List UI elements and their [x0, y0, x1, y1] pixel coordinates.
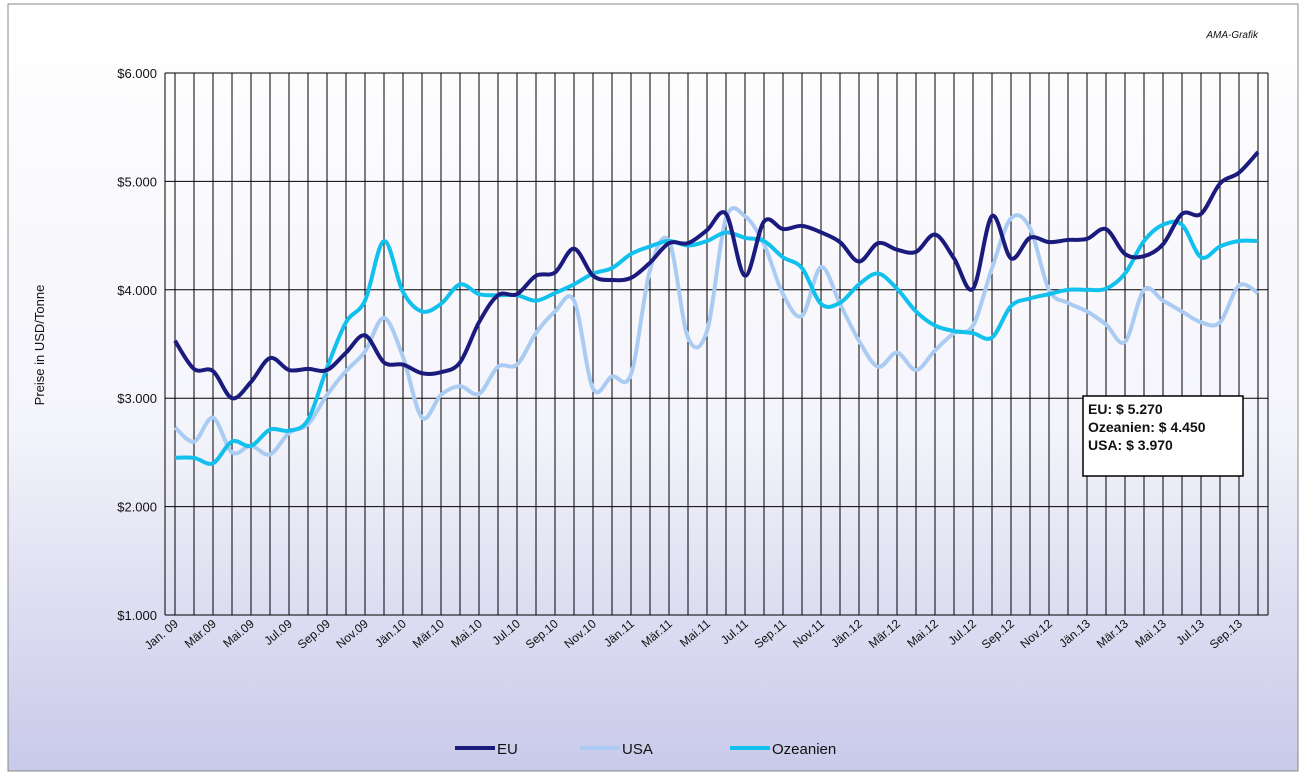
y-axis-label: Preise in USD/Tonne	[32, 285, 47, 406]
y-tick-label: $2.000	[117, 500, 157, 515]
y-tick-label: $4.000	[117, 283, 157, 298]
data-line	[174, 219, 1259, 466]
annotation-text: EU: $ 5.270	[1088, 401, 1163, 417]
y-tick-label: $5.000	[117, 174, 157, 189]
annotation-text: USA: $ 3.970	[1088, 437, 1173, 453]
annotation-text: Ozeanien: $ 4.450	[1088, 419, 1206, 435]
data-line	[173, 206, 1260, 457]
legend-label: EU	[497, 741, 518, 758]
legend-label: USA	[622, 741, 653, 758]
annotation-box	[1082, 395, 1244, 477]
source: AMA-Grafik	[1205, 30, 1259, 41]
y-tick-label: $1.000	[117, 608, 157, 623]
y-tick-label: $6.000	[117, 66, 157, 81]
data-line	[173, 150, 1260, 401]
background	[7, 3, 1299, 772]
legend-label: Ozeanien	[772, 741, 836, 758]
y-tick-label: $3.000	[117, 391, 157, 406]
